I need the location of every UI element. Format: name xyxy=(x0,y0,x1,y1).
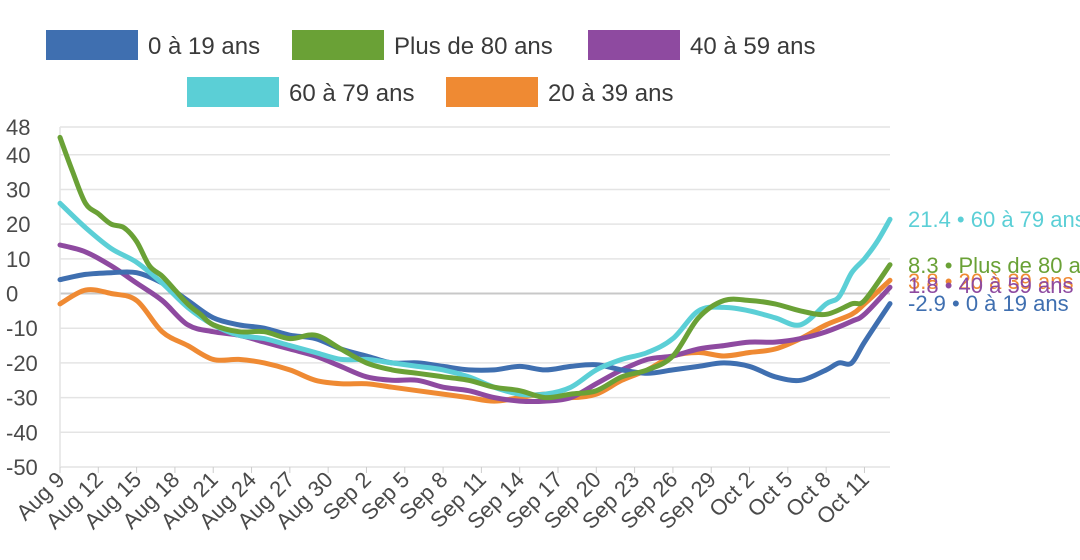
legend-item-80-plus[interactable]: Plus de 80 ans xyxy=(292,30,553,60)
y-tick-label: -40 xyxy=(6,420,38,445)
legend-swatch-0-19 xyxy=(46,30,138,60)
series-lines xyxy=(57,134,893,405)
grid xyxy=(59,126,890,468)
legend-swatch-40-59 xyxy=(588,30,680,60)
series-line-1[interactable] xyxy=(57,134,893,401)
legend-item-20-39[interactable]: 20 à 39 ans xyxy=(446,77,673,107)
legend-item-0-19[interactable]: 0 à 19 ans xyxy=(46,30,260,60)
legend-label-40-59: 40 à 59 ans xyxy=(690,33,815,60)
y-tick-label: -10 xyxy=(6,316,38,341)
legend-label-80-plus: Plus de 80 ans xyxy=(394,33,553,60)
legend: 0 à 19 ans Plus de 80 ans 40 à 59 ans 60… xyxy=(46,30,815,107)
legend-label-60-79: 60 à 79 ans xyxy=(289,80,414,107)
y-tick-label: 0 xyxy=(6,282,18,307)
y-tick-label: 20 xyxy=(6,212,30,237)
y-tick-label: 40 xyxy=(6,143,30,168)
end-label-1: 8.3 • Plus de 80 ans xyxy=(908,253,1080,278)
legend-item-60-79[interactable]: 60 à 79 ans xyxy=(187,77,414,107)
end-label-4: 3.8 • 20 à 39 ans xyxy=(908,269,1074,294)
end-labels: 21.4 • 60 à 79 ans 8.3 • Plus de 80 ans3.… xyxy=(908,207,1080,316)
y-tick-label: 48 xyxy=(6,115,30,140)
y-axis: -50 -40 -30 -20 -10 0 10 20 30 40 48 xyxy=(6,115,38,480)
y-tick-label: 30 xyxy=(6,177,30,202)
y-tick-label: 10 xyxy=(6,247,30,272)
legend-item-40-59[interactable]: 40 à 59 ans xyxy=(588,30,815,60)
series-line-0[interactable] xyxy=(57,269,893,384)
legend-label-20-39: 20 à 39 ans xyxy=(548,80,673,107)
end-label-3: 21.4 • 60 à 79 ans xyxy=(908,207,1080,232)
y-tick-label: -20 xyxy=(6,351,38,376)
legend-swatch-80-plus xyxy=(292,30,384,60)
series-line-2[interactable] xyxy=(57,242,893,405)
y-tick-label: -30 xyxy=(6,386,38,411)
legend-label-0-19: 0 à 19 ans xyxy=(148,33,260,60)
series-line-4[interactable] xyxy=(57,277,893,404)
end-label-0: -2.9 • 0 à 19 ans xyxy=(908,291,1069,316)
y-tick-label: -50 xyxy=(6,455,38,480)
legend-swatch-60-79 xyxy=(187,77,279,107)
end-label-2: 1.8 • 40 à 59 ans xyxy=(908,273,1074,298)
legend-swatch-20-39 xyxy=(446,77,538,107)
